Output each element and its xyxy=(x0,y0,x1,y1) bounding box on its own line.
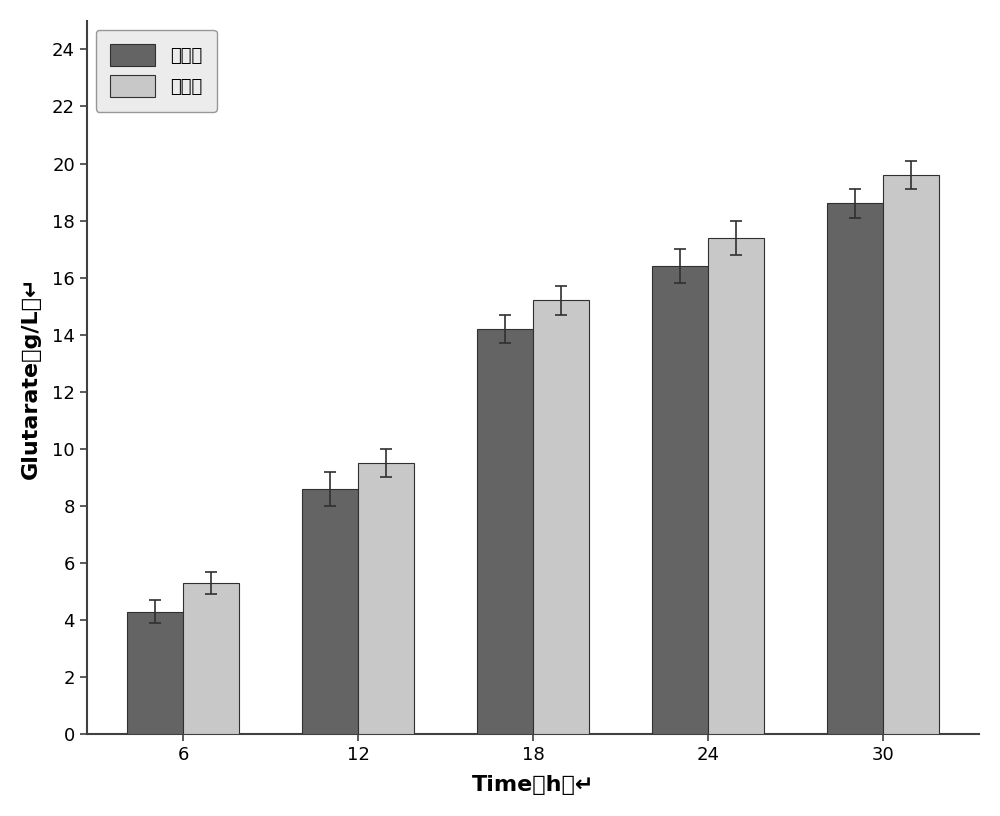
Bar xyxy=(358,463,414,734)
Bar xyxy=(533,300,589,734)
X-axis label: Time（h）↵: Time（h）↵ xyxy=(472,775,594,795)
Bar xyxy=(477,329,533,734)
Bar xyxy=(302,489,358,734)
Bar xyxy=(127,611,183,734)
Legend: 对照组, 实验组: 对照组, 实验组 xyxy=(96,30,216,112)
Bar xyxy=(652,266,708,734)
Bar xyxy=(183,583,239,734)
Bar xyxy=(708,237,764,734)
Bar xyxy=(883,175,939,734)
Y-axis label: Glutarate（g/L）↵: Glutarate（g/L）↵ xyxy=(21,277,41,479)
Bar xyxy=(827,203,883,734)
